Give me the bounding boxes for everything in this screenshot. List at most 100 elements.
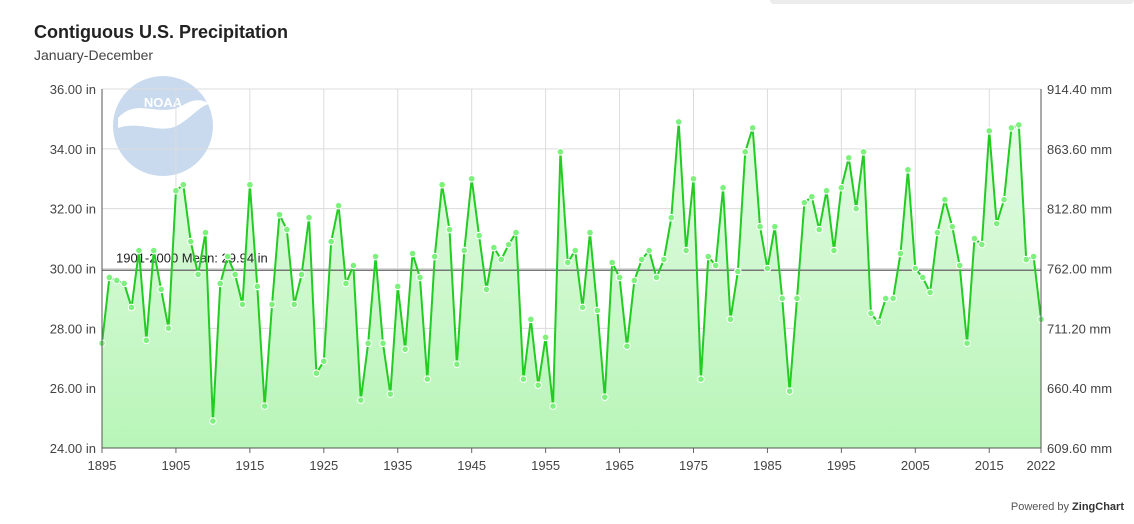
precipitation-chart: NOAA 1901-2000 Mean: 29.94 in 24.00 in 60… <box>50 76 1112 473</box>
data-point <box>223 252 232 261</box>
data-point <box>290 300 299 309</box>
data-point <box>704 252 713 261</box>
y-tick-label-right: 812.80 mm <box>1047 202 1112 217</box>
y-tick-label-right: 660.40 mm <box>1047 381 1112 396</box>
data-point <box>630 276 639 285</box>
noaa-logo-text: NOAA <box>144 95 183 110</box>
data-point <box>186 237 195 246</box>
powered-by: Powered by ZingChart <box>1011 501 1124 513</box>
data-point <box>608 258 616 267</box>
data-point <box>216 279 225 288</box>
data-point <box>734 267 742 276</box>
data-point <box>549 402 557 410</box>
data-point <box>889 294 897 303</box>
zingchart-brand[interactable]: ZingChart <box>1072 501 1124 513</box>
data-point <box>482 285 491 294</box>
data-point <box>778 294 787 303</box>
data-point <box>453 360 461 369</box>
data-point <box>209 417 217 425</box>
data-point <box>808 192 816 201</box>
data-point <box>1022 255 1031 264</box>
data-point <box>978 240 986 249</box>
data-point <box>571 246 580 255</box>
data-point <box>231 270 239 279</box>
data-point <box>342 279 350 288</box>
x-tick-label: 1965 <box>605 458 634 473</box>
data-point <box>815 225 823 234</box>
data-point <box>120 279 128 288</box>
data-point <box>1000 195 1008 204</box>
data-point <box>593 306 602 315</box>
data-point <box>401 345 409 354</box>
data-point <box>578 303 587 312</box>
data-point <box>408 249 417 258</box>
data-point <box>992 219 1001 228</box>
y-tick-label-right: 609.60 mm <box>1047 441 1112 456</box>
data-point <box>955 261 964 270</box>
data-point <box>260 402 269 410</box>
y-tick-label-left: 28.00 in <box>50 321 96 336</box>
x-tick-label: 1995 <box>827 458 856 473</box>
data-point <box>541 333 550 342</box>
x-tick-label: 2005 <box>901 458 930 473</box>
data-point <box>253 282 262 291</box>
data-point <box>822 186 831 195</box>
data-point <box>844 154 853 162</box>
data-point <box>194 270 202 279</box>
data-point <box>667 213 676 222</box>
data-point <box>970 234 979 243</box>
x-tick-label: 2015 <box>975 458 1004 473</box>
data-point <box>149 246 158 255</box>
x-tick-label: 1915 <box>235 458 264 473</box>
data-point <box>157 285 165 294</box>
data-point <box>689 174 698 183</box>
data-point <box>918 273 927 282</box>
data-point <box>600 393 609 401</box>
y-tick-label-left: 34.00 in <box>50 142 96 157</box>
y-tick-label-left: 32.00 in <box>50 202 96 217</box>
data-point <box>637 255 646 264</box>
data-point <box>305 213 313 222</box>
data-point <box>349 261 358 270</box>
data-point <box>519 375 528 383</box>
y-tick-label-right: 762.00 mm <box>1047 262 1112 277</box>
data-point <box>785 387 794 395</box>
data-point <box>445 225 454 234</box>
data-point <box>497 255 506 264</box>
x-tick-label: 2022 <box>1027 458 1056 473</box>
data-point <box>423 375 432 383</box>
x-tick-label: 1925 <box>309 458 338 473</box>
data-point <box>985 127 994 135</box>
data-point <box>460 246 469 255</box>
data-point <box>837 183 846 192</box>
data-point <box>771 222 779 231</box>
data-point <box>874 318 883 327</box>
data-point <box>238 300 247 309</box>
data-point <box>127 303 136 312</box>
x-tick-label: 1905 <box>161 458 190 473</box>
data-point <box>948 222 957 231</box>
data-point <box>327 237 336 246</box>
data-point <box>911 264 920 273</box>
data-point <box>756 222 764 231</box>
data-point <box>334 201 343 210</box>
data-point <box>1015 121 1023 129</box>
y-tick-label-right: 863.60 mm <box>1047 142 1112 157</box>
data-point <box>941 195 949 204</box>
y-tick-label-right: 914.40 mm <box>1047 82 1112 97</box>
data-point <box>682 246 690 255</box>
data-point <box>933 228 942 237</box>
data-point <box>748 124 757 132</box>
data-point <box>615 273 624 282</box>
x-tick-label: 1985 <box>753 458 782 473</box>
data-point <box>763 264 772 273</box>
data-point <box>467 174 476 183</box>
data-point <box>867 309 875 318</box>
data-point <box>556 148 565 156</box>
x-tick-label: 1975 <box>679 458 708 473</box>
data-point <box>416 273 424 282</box>
line-layer <box>101 120 1042 423</box>
data-point <box>896 249 905 258</box>
x-tick-label: 1895 <box>88 458 117 473</box>
y-tick-label-left: 30.00 in <box>50 262 96 277</box>
